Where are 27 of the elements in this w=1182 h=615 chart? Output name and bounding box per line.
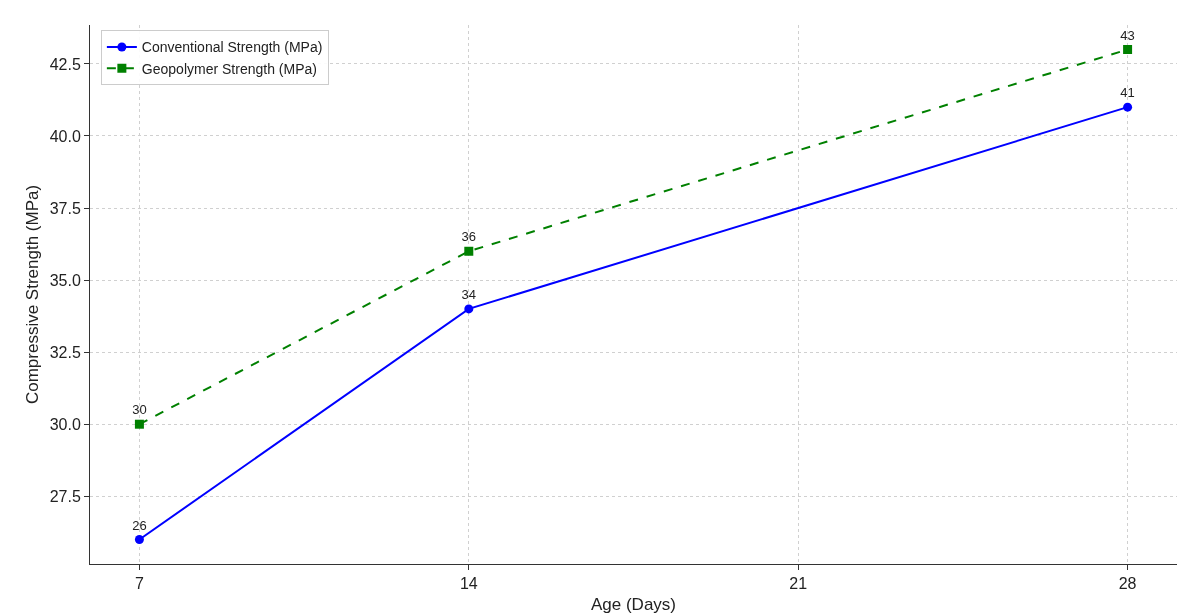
- y-tick-label: 37.5: [49, 199, 81, 217]
- point: [134, 419, 144, 429]
- data-label: 36: [461, 229, 477, 245]
- x-axis-title: Age (Days): [590, 594, 677, 614]
- y-tick-label: 35.0: [49, 271, 81, 289]
- data-label: 26: [132, 517, 147, 533]
- data-label: 34: [461, 287, 477, 303]
- y-axis-title: Compressive Strength (MPa): [23, 184, 43, 405]
- data-label: 30: [132, 402, 147, 418]
- y-tick-label: 40.0: [49, 127, 81, 145]
- y-tick-label: 42.5: [49, 55, 81, 73]
- x-tick-label: 14: [459, 575, 478, 593]
- y-tick-label: 32.5: [49, 343, 81, 361]
- y-tick-label: 30.0: [49, 415, 81, 433]
- point: [1123, 45, 1133, 54]
- point: [134, 535, 144, 544]
- x-tick-label: 28: [1118, 575, 1137, 593]
- x-tick-label: 21: [789, 575, 808, 593]
- x-tick-label: 7: [134, 575, 144, 593]
- legend-label: Geopolymer Strength (MPa): [141, 60, 317, 77]
- point: [464, 246, 474, 256]
- point: [1123, 102, 1133, 112]
- point: [464, 304, 474, 314]
- y-tick-label: 27.5: [49, 487, 81, 505]
- data-label: 43: [1120, 27, 1135, 43]
- legend-label: Conventional Strength (MPa): [141, 39, 323, 56]
- data-label: 41: [1120, 85, 1135, 101]
